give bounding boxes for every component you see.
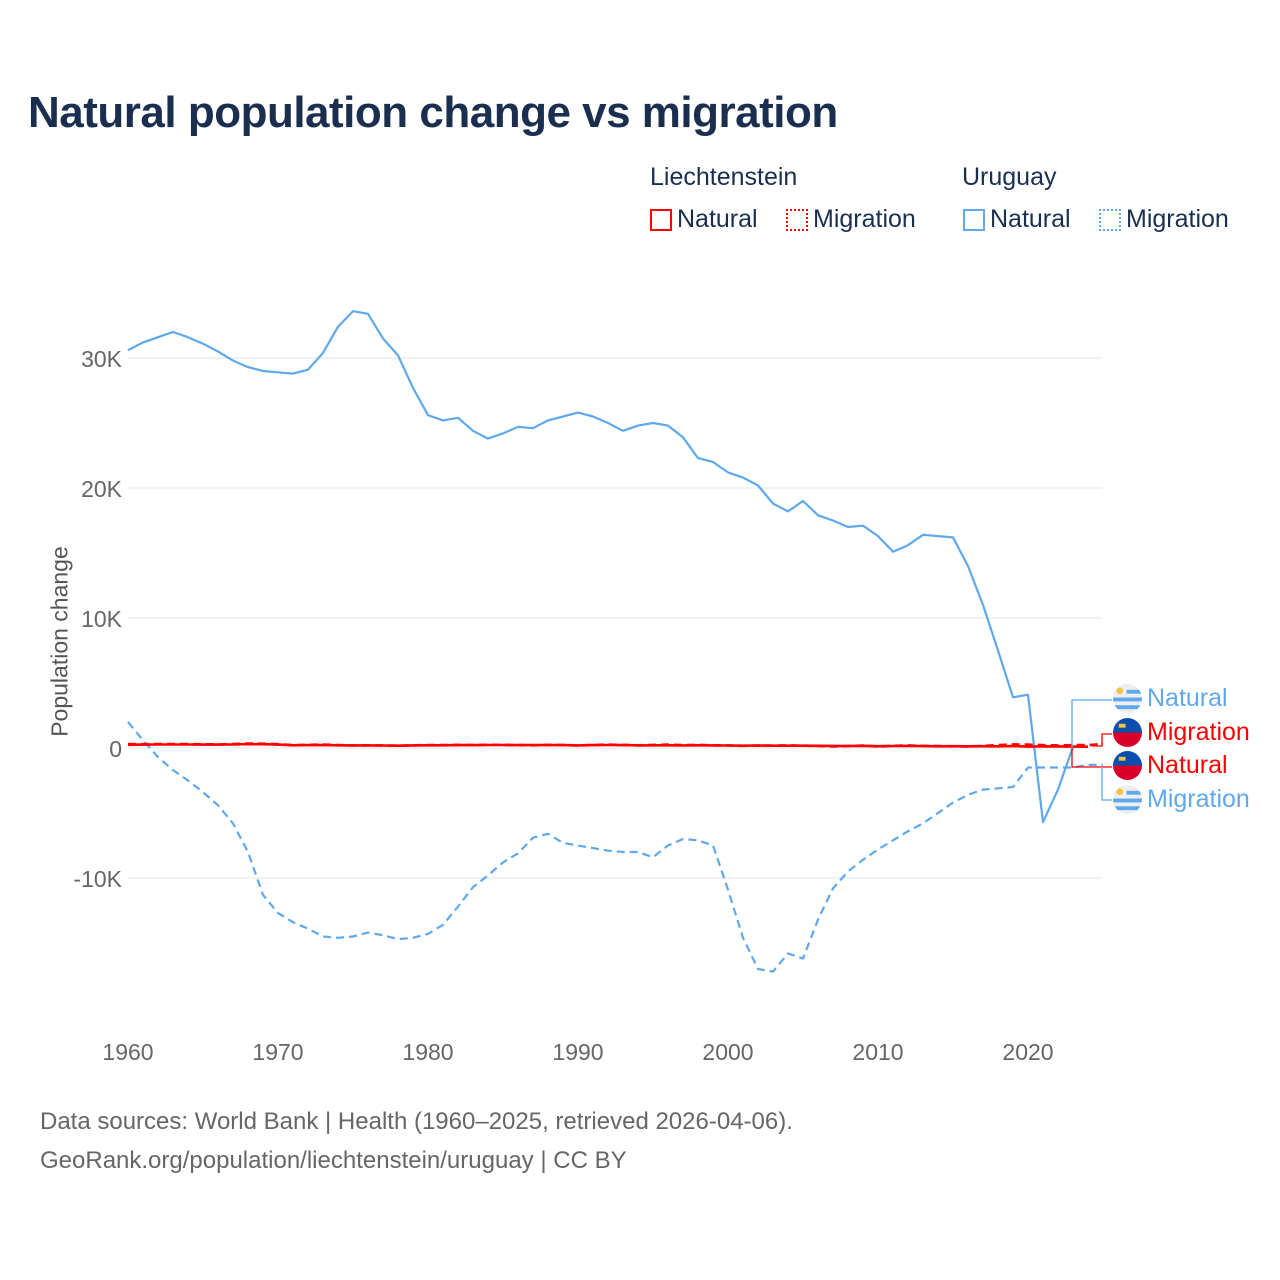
liechtenstein-flag-icon [1113, 751, 1142, 780]
uruguay-flag-icon [1113, 785, 1142, 814]
x-tick-label: 2010 [852, 1039, 903, 1065]
chart-title: Natural population change vs migration [28, 88, 838, 137]
x-tick-label: 2000 [702, 1039, 753, 1065]
legend-uruguay-migration[interactable]: Migration [1099, 205, 1229, 234]
uruguay-flag-icon [1113, 684, 1142, 713]
end-label-text: Migration [1147, 718, 1250, 746]
legend-swatch-dotted [786, 208, 808, 231]
legend-swatch-solid [650, 208, 672, 231]
y-tick-label: 20K [81, 476, 123, 502]
legend-group-liechtenstein: Liechtenstein [650, 163, 798, 191]
end-label-liechtenstein-migration: Migration [1113, 718, 1250, 747]
x-tick-label: 1970 [252, 1039, 303, 1065]
x-tick-label: 2020 [1002, 1039, 1053, 1065]
connector-uruguay-natural [1071, 699, 1112, 748]
x-tick-label: 1980 [402, 1039, 453, 1065]
y-tick-label: 30K [81, 346, 123, 372]
series-line-uruguay-natural [127, 310, 1075, 824]
end-label-liechtenstein-natural: Natural [1113, 751, 1228, 780]
series-line-uruguay-migration [127, 721, 1103, 973]
y-tick-label: -10K [73, 866, 122, 892]
series-line-liechtenstein-natural [127, 742, 1089, 748]
end-label-text: Migration [1147, 785, 1250, 813]
legend-swatch-solid [963, 208, 985, 231]
x-tick-label: 1960 [102, 1039, 153, 1065]
legend-liechtenstein-migration[interactable]: Migration [786, 205, 916, 234]
legend-liechtenstein-natural[interactable]: Natural [650, 205, 758, 234]
end-label-uruguay-natural: Natural [1113, 684, 1228, 713]
legend-label: Migration [1126, 205, 1229, 233]
end-label-uruguay-migration: Migration [1113, 785, 1250, 814]
end-label-text: Natural [1147, 751, 1228, 779]
end-label-text: Natural [1147, 684, 1228, 712]
footer-link[interactable]: GeoRank.org/population/liechtenstein/uru… [40, 1147, 627, 1174]
legend-label: Natural [990, 205, 1071, 233]
connector-uruguay-migration [1101, 767, 1112, 801]
legend-label: Migration [813, 205, 916, 233]
x-tick-label: 1990 [552, 1039, 603, 1065]
footer-sources: Data sources: World Bank | Health (1960–… [40, 1108, 793, 1135]
legend-label: Natural [677, 205, 758, 233]
y-tick-label: 0 [109, 736, 122, 762]
y-tick-label: 10K [81, 606, 123, 632]
connector-liechtenstein-migration [1092, 733, 1112, 747]
legend-uruguay-natural[interactable]: Natural [963, 205, 1071, 234]
legend-swatch-dotted [1099, 208, 1121, 231]
legend-group-uruguay: Uruguay [962, 163, 1057, 191]
liechtenstein-flag-icon [1113, 718, 1142, 747]
connector-liechtenstein-natural [1071, 748, 1112, 768]
